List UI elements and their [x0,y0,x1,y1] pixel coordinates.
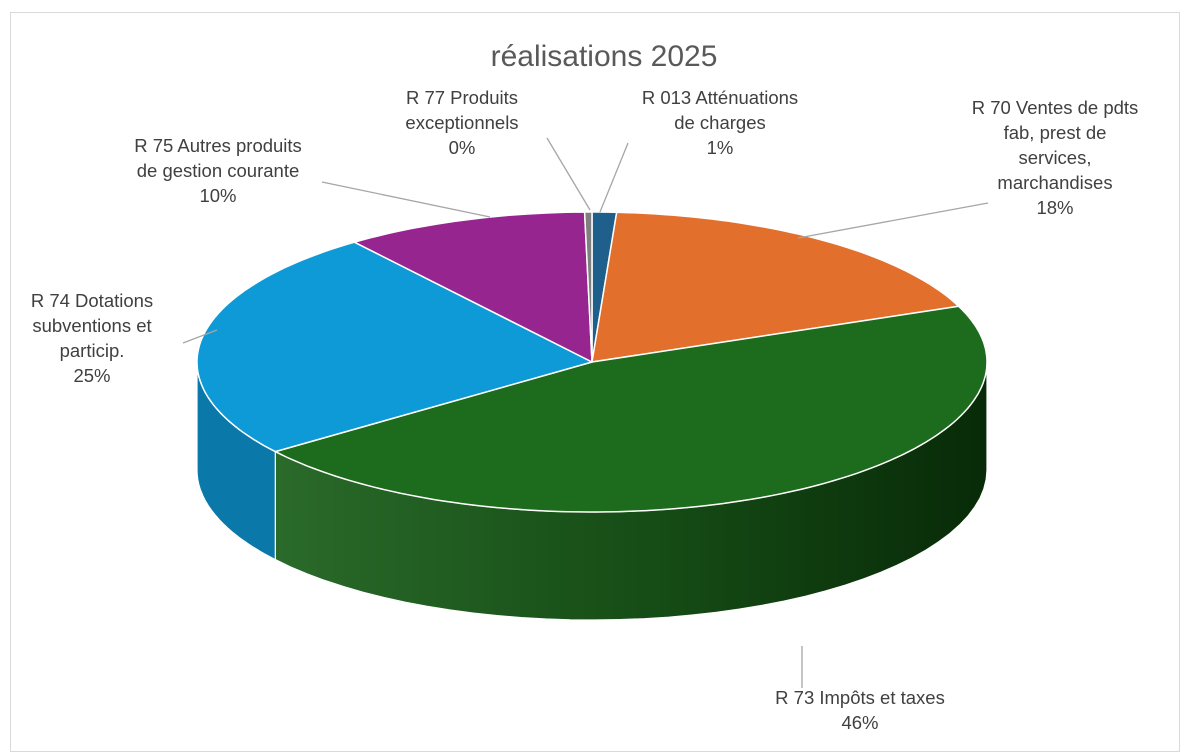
data-label-percent: 10% [199,185,236,206]
data-label-r-73-impots-et-taxes: R 73 Impôts et taxes 46% [775,687,945,733]
data-label-text: fab, prest de [1004,122,1107,143]
data-label-percent: 0% [449,137,476,158]
data-label-text: de gestion courante [137,160,300,181]
data-label-r-75-autres-produits: R 75 Autres produits de gestion courante 1… [134,135,302,206]
data-label-text: R 73 Impôts et taxes [775,687,945,708]
leader-line-r-70-ventes-de-pdts [797,202,989,239]
data-label-text: R 013 Atténuations [642,87,798,108]
data-label-text: marchandises [997,172,1112,193]
leader-line-r-75-autres-produits [321,181,491,218]
pie-slice-r-70-ventes-de-pdts[interactable] [591,211,960,363]
data-label-percent: 46% [841,712,878,733]
data-label-text: R 77 Produits [406,87,518,108]
data-label-text: R 74 Dotations [31,290,153,311]
data-label-text: services, [1019,147,1092,168]
data-label-percent: 1% [707,137,734,158]
data-label-text: subventions et [32,315,151,336]
pie-slice-r-73-impots-et-taxes[interactable] [274,305,988,513]
data-label-text: exceptionnels [405,112,518,133]
data-label-text: R 70 Ventes de pdts [972,97,1139,118]
data-label-r-74-dotations: R 74 Dotations subventions et particip. 25% [31,290,153,386]
data-label-r-77-produits: R 77 Produits exceptionnels 0% [405,87,518,158]
data-label-r-70-ventes-de-pdts: R 70 Ventes de pdts fab, prest de services… [972,97,1139,218]
pie-slice-r-74-dotations[interactable] [196,241,593,453]
leader-line-r-013-attenuations [599,142,629,213]
leader-line-r-77-produits [546,137,591,211]
pie-slice-r-75-autres-produits[interactable] [353,211,593,363]
data-label-text: particip. [60,340,125,361]
data-label-r-013-attenuations: R 013 Atténuations de charges 1% [642,87,798,158]
leader-line-r-74-dotations [182,329,218,344]
chart-title: réalisations 2025 [491,40,718,73]
data-label-percent: 25% [73,365,110,386]
data-label-percent: 18% [1036,197,1073,218]
data-label-text: R 75 Autres produits [134,135,302,156]
data-label-text: de charges [674,112,766,133]
pie-slice-r-77-produits[interactable] [583,211,593,363]
